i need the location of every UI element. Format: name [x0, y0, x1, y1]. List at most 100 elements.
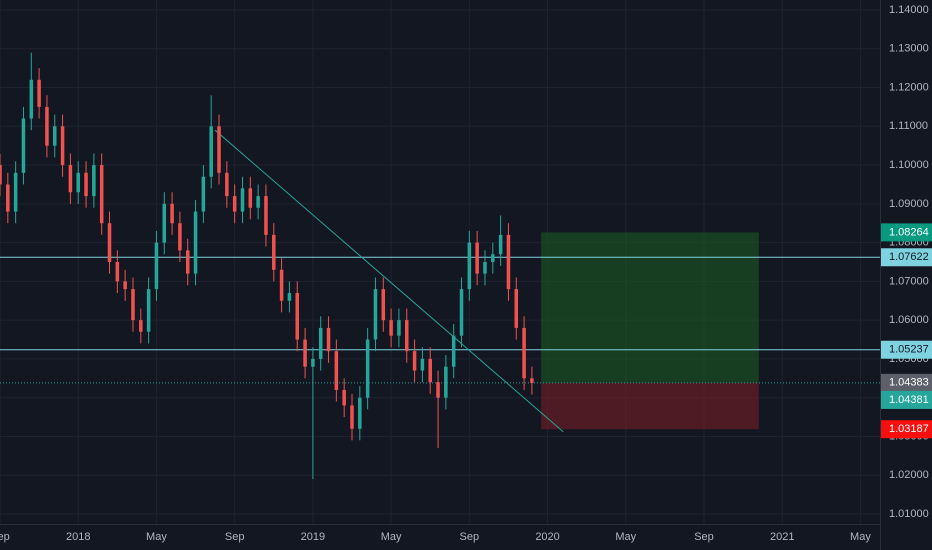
y-tick-label: 1.10000: [889, 159, 929, 171]
hline-label: 1.07622: [889, 251, 929, 263]
candle-body: [404, 320, 409, 352]
x-tick-label: Sep: [694, 531, 714, 543]
candle-body: [45, 106, 49, 146]
target-badge: [881, 223, 932, 242]
candle-body: [170, 203, 174, 224]
candle-body: [491, 254, 495, 262]
candle-body: [514, 289, 519, 328]
last-price-badge: [881, 373, 932, 392]
candle-body: [318, 327, 323, 359]
y-tick-label: 1.09000: [889, 198, 929, 210]
candle-body: [436, 382, 440, 398]
x-tick-label: 2020: [535, 531, 559, 543]
candle-body: [146, 289, 151, 332]
x-tick-label: May: [381, 531, 402, 543]
candle-body: [295, 293, 300, 340]
candle-body: [154, 242, 159, 290]
candle-body: [248, 188, 253, 208]
candle-body: [342, 389, 346, 406]
candle-body: [350, 405, 354, 429]
candle-body: [6, 184, 10, 212]
entry-badge: [881, 390, 932, 409]
x-tick-label: May: [850, 531, 871, 543]
candle-body: [225, 172, 229, 197]
candle-body: [358, 397, 362, 429]
x-tick-label: 2021: [770, 531, 794, 543]
candle-body: [131, 289, 135, 321]
y-tick-label: 1.14000: [889, 4, 929, 16]
candle-body: [92, 165, 96, 197]
candle-body: [60, 126, 65, 166]
candle-body: [475, 242, 479, 274]
y-tick-label: 1.01000: [889, 508, 929, 520]
x-tick-label: 2019: [301, 531, 325, 543]
candle-body: [21, 118, 26, 173]
stop-badge: [881, 420, 932, 439]
candle-body: [483, 262, 487, 274]
hline-badge: [881, 248, 932, 267]
candle-body: [264, 196, 268, 235]
hline-label: 1.05237: [889, 344, 929, 356]
candle-body: [193, 211, 198, 274]
candle-body: [498, 234, 503, 255]
x-tick-label: 2018: [66, 531, 90, 543]
y-tick-label: 1.02000: [889, 469, 929, 481]
candle-body: [326, 327, 331, 352]
candle-body: [185, 250, 190, 274]
candle-body: [373, 289, 378, 340]
candle-body: [13, 172, 18, 212]
candle-body: [451, 335, 456, 367]
candle-body: [459, 289, 464, 336]
trendline: [214, 129, 564, 433]
target-label: 1.08264: [889, 226, 929, 238]
candle-body: [107, 223, 112, 262]
x-tick-label: Sep: [225, 531, 245, 543]
candle-body: [381, 289, 386, 321]
entry-label: 1.04381: [889, 394, 929, 406]
y-tick-label: 1.06000: [889, 314, 929, 326]
candle-body: [84, 172, 88, 197]
x-tick-label: Sep: [0, 531, 10, 543]
candle-body: [0, 165, 2, 185]
candle-body: [420, 358, 425, 371]
y-tick-label: 1.11000: [889, 120, 928, 132]
candle-body: [139, 320, 143, 332]
candle-body: [115, 262, 120, 282]
candle-body: [334, 351, 339, 390]
candle-body: [279, 269, 284, 301]
y-tick-label: 1.13000: [889, 43, 929, 55]
x-tick-label: May: [146, 531, 167, 543]
candle-body: [232, 196, 237, 212]
x-tick-label: Sep: [460, 531, 480, 543]
stop-zone: [541, 382, 759, 430]
hline-badge: [881, 340, 932, 359]
candle-body: [389, 320, 393, 336]
x-tick-label: May: [615, 531, 636, 543]
candle-body: [217, 126, 221, 173]
candle-body: [37, 79, 41, 107]
candle-body: [99, 165, 104, 224]
candle-body: [444, 366, 448, 398]
candle-body: [412, 351, 417, 371]
last-price-label: 1.04383: [889, 377, 929, 389]
candle-body: [311, 358, 315, 367]
candle-body: [506, 234, 511, 290]
candle-body: [178, 223, 182, 251]
candle-body: [522, 327, 526, 379]
candle-body: [428, 358, 432, 383]
stop-label: 1.03187: [889, 423, 929, 435]
candle-body: [201, 176, 206, 212]
candle-body: [272, 234, 276, 270]
candle-body: [303, 339, 307, 367]
candle-body: [365, 339, 370, 398]
candle-body: [209, 126, 213, 177]
candle-body: [29, 79, 34, 119]
candle-body: [68, 165, 73, 193]
candle-body: [240, 188, 245, 212]
y-tick-label: 1.07000: [889, 275, 929, 287]
candle-body: [530, 378, 534, 383]
candle-body: [256, 196, 260, 208]
y-tick-label: 1.12000: [889, 81, 929, 93]
